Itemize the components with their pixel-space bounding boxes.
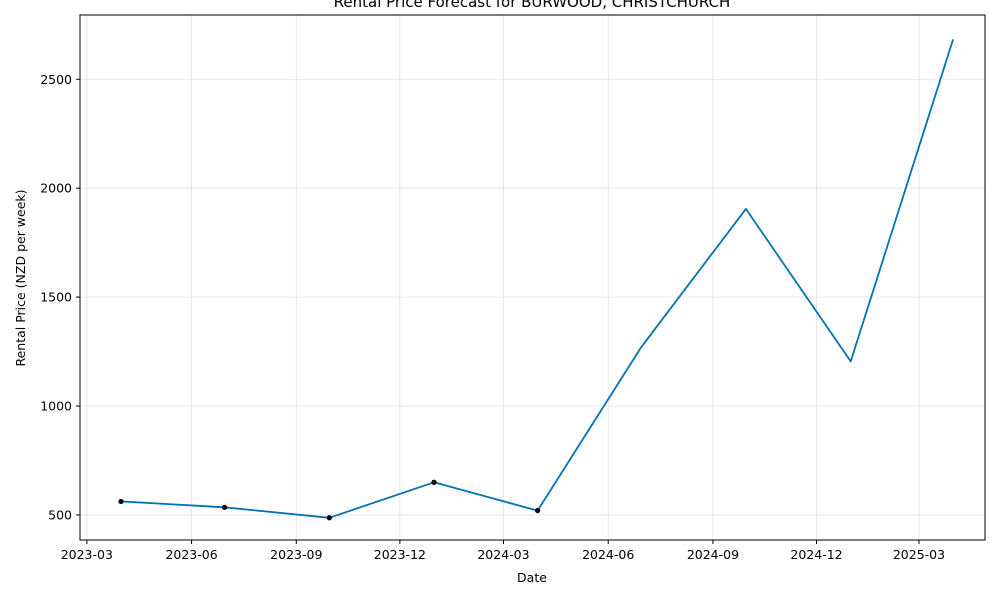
x-tick-label: 2024-12 <box>790 547 842 562</box>
observed-point <box>431 479 437 485</box>
x-tick-label: 2023-09 <box>270 547 322 562</box>
observed-point <box>535 507 541 514</box>
x-tick-label: 2024-06 <box>582 547 634 562</box>
x-tick-label: 2024-03 <box>477 547 529 562</box>
x-tick-label: 2024-09 <box>687 547 739 562</box>
y-axis-label: Rental Price (NZD per week) <box>13 189 28 366</box>
y-tick-label: 2000 <box>40 181 72 196</box>
x-tick-label: 2023-06 <box>165 547 217 562</box>
y-tick-label: 1000 <box>40 399 72 414</box>
y-tick-label: 500 <box>48 507 72 522</box>
observed-point <box>221 504 228 510</box>
observed-point <box>118 498 124 505</box>
x-axis-ticks: 2023-03 2023-06 2023-09 2023-12 2024-03 2024-… <box>61 540 945 562</box>
y-tick-label: 2500 <box>40 72 72 87</box>
plot-area <box>80 15 985 540</box>
x-tick-label: 2025-03 <box>893 547 945 562</box>
observed-point <box>326 515 332 521</box>
data-points <box>118 479 541 521</box>
plot-frame <box>79 14 986 541</box>
y-axis-ticks: 500 1000 1500 2000 2500 <box>40 72 80 522</box>
x-axis-label: Date <box>517 570 547 585</box>
x-tick-label: 2023-03 <box>61 547 113 562</box>
x-tick-label: 2023-12 <box>374 547 426 562</box>
grid <box>80 15 985 540</box>
chart-title: Rental Price Forecast for BURWOOD, CHRIS… <box>334 0 731 11</box>
y-tick-label: 1500 <box>40 290 72 305</box>
